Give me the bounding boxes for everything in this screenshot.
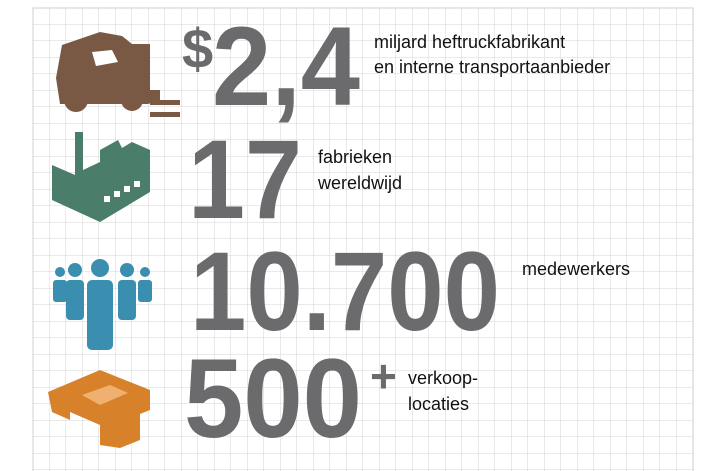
description-line: miljard heftruckfabrikant xyxy=(374,32,565,52)
big-number: 17 xyxy=(188,117,302,242)
big-number: 2,4 xyxy=(212,4,360,129)
forklift-icon xyxy=(56,32,180,117)
description-line: wereldwijd xyxy=(317,173,402,193)
description-line: medewerkers xyxy=(522,259,630,279)
factory-icon xyxy=(52,132,150,222)
people-icon xyxy=(53,259,152,350)
prefix: $ xyxy=(182,17,213,80)
description-line: locaties xyxy=(408,394,469,414)
description-line: en interne transportaanbieder xyxy=(374,57,610,77)
suffix: + xyxy=(370,350,397,402)
texts: $2,4 miljard heftruckfabrikant en interne … xyxy=(182,4,630,461)
big-number: 500 xyxy=(184,336,362,461)
description-line: verkoop- xyxy=(408,368,478,388)
description-line: fabrieken xyxy=(318,147,392,167)
big-number: 10.700 xyxy=(190,229,500,354)
store-icon xyxy=(48,370,150,448)
